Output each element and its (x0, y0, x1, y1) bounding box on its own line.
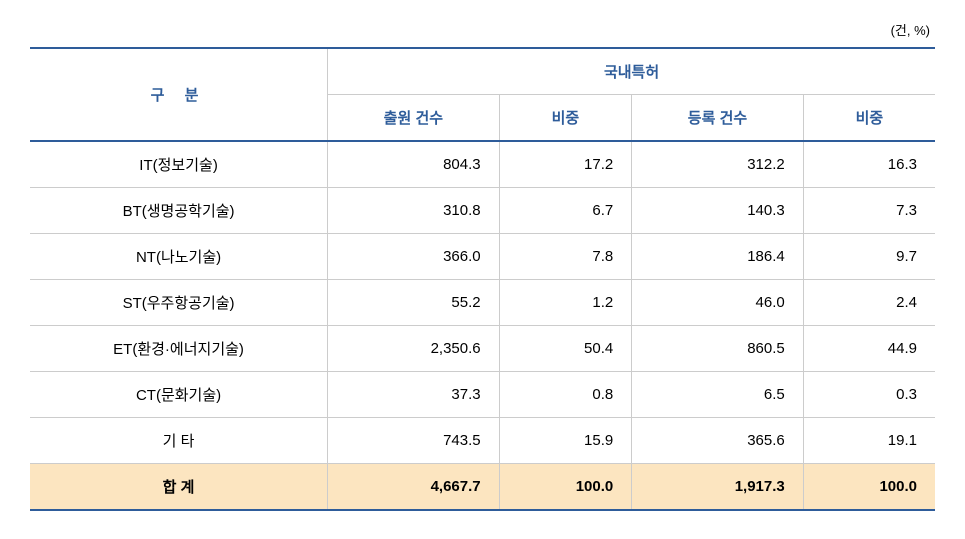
row-value: 9.7 (803, 234, 935, 280)
table-body: IT(정보기술) 804.3 17.2 312.2 16.3 BT(생명공학기술… (30, 141, 935, 510)
row-label: ET(환경·에너지기술) (30, 326, 328, 372)
row-value: 16.3 (803, 141, 935, 188)
table-total-row: 합 계 4,667.7 100.0 1,917.3 100.0 (30, 464, 935, 511)
row-label: NT(나노기술) (30, 234, 328, 280)
row-value: 19.1 (803, 418, 935, 464)
row-value: 0.8 (499, 372, 632, 418)
table-row: NT(나노기술) 366.0 7.8 186.4 9.7 (30, 234, 935, 280)
row-value: 366.0 (328, 234, 499, 280)
row-value: 1.2 (499, 280, 632, 326)
total-value: 100.0 (803, 464, 935, 511)
table-row: IT(정보기술) 804.3 17.2 312.2 16.3 (30, 141, 935, 188)
row-value: 37.3 (328, 372, 499, 418)
row-label: ST(우주항공기술) (30, 280, 328, 326)
row-value: 6.7 (499, 188, 632, 234)
header-main: 국내특허 (328, 48, 935, 95)
row-label: CT(문화기술) (30, 372, 328, 418)
table-row: CT(문화기술) 37.3 0.8 6.5 0.3 (30, 372, 935, 418)
row-value: 743.5 (328, 418, 499, 464)
row-value: 55.2 (328, 280, 499, 326)
header-sub-3: 비중 (803, 95, 935, 142)
row-value: 312.2 (632, 141, 803, 188)
row-label: 기 타 (30, 418, 328, 464)
row-value: 7.8 (499, 234, 632, 280)
row-value: 2.4 (803, 280, 935, 326)
row-value: 44.9 (803, 326, 935, 372)
patent-table: 구 분 국내특허 출원 건수 비중 등록 건수 비중 IT(정보기술) 804.… (30, 47, 935, 511)
total-value: 100.0 (499, 464, 632, 511)
table-row: BT(생명공학기술) 310.8 6.7 140.3 7.3 (30, 188, 935, 234)
total-value: 4,667.7 (328, 464, 499, 511)
header-sub-2: 등록 건수 (632, 95, 803, 142)
row-value: 7.3 (803, 188, 935, 234)
row-value: 46.0 (632, 280, 803, 326)
table-header: 구 분 국내특허 출원 건수 비중 등록 건수 비중 (30, 48, 935, 141)
table-row: 기 타 743.5 15.9 365.6 19.1 (30, 418, 935, 464)
row-value: 15.9 (499, 418, 632, 464)
header-category: 구 분 (30, 48, 328, 141)
row-label: IT(정보기술) (30, 141, 328, 188)
row-value: 186.4 (632, 234, 803, 280)
row-value: 2,350.6 (328, 326, 499, 372)
row-value: 310.8 (328, 188, 499, 234)
row-value: 365.6 (632, 418, 803, 464)
row-value: 804.3 (328, 141, 499, 188)
row-value: 6.5 (632, 372, 803, 418)
row-value: 860.5 (632, 326, 803, 372)
table-row: ET(환경·에너지기술) 2,350.6 50.4 860.5 44.9 (30, 326, 935, 372)
row-value: 17.2 (499, 141, 632, 188)
row-label: BT(생명공학기술) (30, 188, 328, 234)
total-value: 1,917.3 (632, 464, 803, 511)
total-label: 합 계 (30, 464, 328, 511)
unit-label: (건, %) (30, 20, 935, 39)
row-value: 140.3 (632, 188, 803, 234)
header-sub-0: 출원 건수 (328, 95, 499, 142)
row-value: 0.3 (803, 372, 935, 418)
table-row: ST(우주항공기술) 55.2 1.2 46.0 2.4 (30, 280, 935, 326)
header-sub-1: 비중 (499, 95, 632, 142)
row-value: 50.4 (499, 326, 632, 372)
